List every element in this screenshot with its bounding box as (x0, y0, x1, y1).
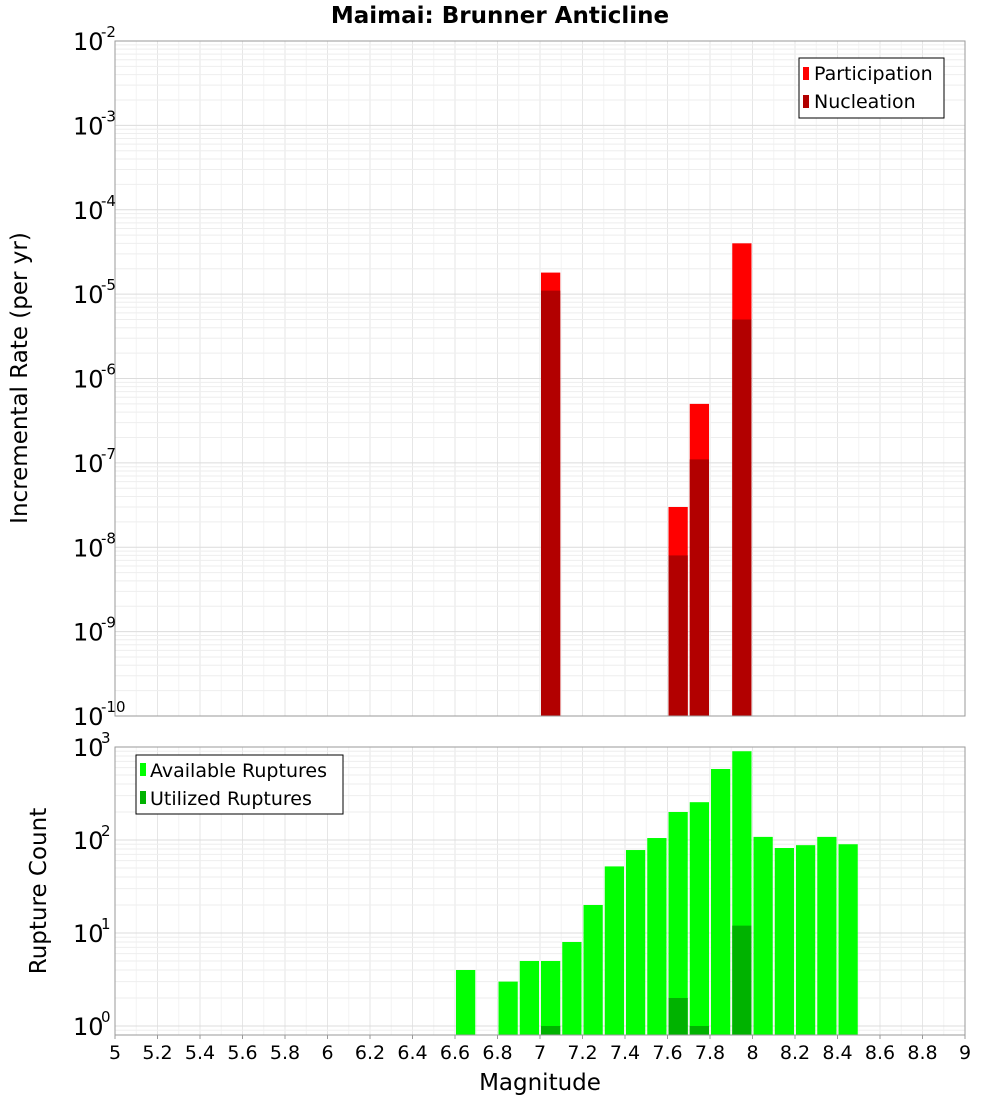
x-tick-label: 9 (959, 1042, 971, 1064)
x-tick-label: 5.6 (227, 1042, 257, 1064)
legend-swatch-nucleation (803, 95, 809, 108)
top-y-tick-base: 10 (73, 450, 104, 478)
x-tick-labels: 5 5.2 5.4 5.6 5.8 6 6.2 6.4 6.6 6.8 7 7.2 7.4 7.6 7.8 8… (109, 1035, 971, 1064)
available-ruptures-bar (562, 942, 582, 1035)
x-tick-label: 7 (534, 1042, 546, 1064)
x-tick-label: 6.4 (397, 1042, 427, 1064)
available-ruptures-bar (796, 845, 816, 1035)
bottom-y-tick-exponent: 3 (101, 729, 111, 747)
legend-label-participation: Participation (814, 63, 933, 85)
top-y-axis-label: Incremental Rate (per yr) (7, 232, 33, 524)
x-tick-label: 8.6 (865, 1042, 895, 1064)
x-tick-label: 7.6 (652, 1042, 682, 1064)
top-y-tick-base: 10 (73, 619, 104, 647)
bottom-y-tick-exponent: 1 (101, 915, 111, 933)
chart-title: Maimai: Brunner Anticline (331, 3, 669, 29)
top-y-tick-exponent: -8 (101, 529, 116, 547)
bottom-y-tick-base: 10 (73, 1013, 104, 1041)
available-ruptures-bar (626, 850, 646, 1035)
top-y-tick-base: 10 (73, 112, 104, 140)
top-y-tick-base: 10 (73, 197, 104, 225)
bottom-y-tick-exponent: 0 (101, 1008, 111, 1026)
x-tick-label: 5.8 (270, 1042, 300, 1064)
available-ruptures-bar (541, 960, 561, 1035)
bottom-legend: Available Ruptures Utilized Ruptures (135, 754, 344, 815)
top-plot-border (114, 40, 966, 717)
x-tick-label: 8.2 (780, 1042, 810, 1064)
x-tick-label: 6.6 (440, 1042, 470, 1064)
x-tick-label: 6.2 (355, 1042, 385, 1064)
x-tick-label: 8.8 (907, 1042, 937, 1064)
available-ruptures-bar (456, 969, 476, 1035)
x-tick-label: 5 (109, 1042, 121, 1064)
top-y-tick-base: 10 (73, 534, 104, 562)
top-y-tick-exponent: -4 (101, 192, 116, 210)
legend-swatch-participation (803, 67, 809, 80)
x-tick-label: 8 (746, 1042, 758, 1064)
utilized-ruptures-bar (541, 1025, 561, 1035)
x-tick-label: 8.4 (822, 1042, 852, 1064)
x-tick-label: 6 (321, 1042, 333, 1064)
top-y-tick-base: 10 (73, 281, 104, 309)
x-tick-label: 7.8 (695, 1042, 725, 1064)
utilized-ruptures-bar (732, 925, 752, 1035)
top-legend: Participation Nucleation (798, 57, 945, 119)
top-y-tick-exponent: -7 (101, 445, 116, 463)
x-axis-label: Magnitude (479, 1070, 601, 1096)
available-ruptures-bar (498, 981, 518, 1035)
top-y-tick-exponent: -5 (101, 276, 116, 294)
legend-swatch-available (140, 763, 146, 776)
bottom-y-tick-base: 10 (73, 827, 104, 855)
bottom-bars (456, 751, 858, 1035)
legend-label-available: Available Ruptures (150, 760, 327, 782)
x-tick-label: 5.4 (185, 1042, 215, 1064)
bottom-y-tick-base: 10 (73, 920, 104, 948)
top-y-tick-exponent: -9 (101, 614, 116, 632)
top-y-tick-exponent: -10 (101, 698, 126, 716)
nucleation-bar (541, 290, 561, 716)
available-ruptures-bar (774, 848, 794, 1035)
top-y-tick-base: 10 (73, 366, 104, 394)
available-ruptures-bar (604, 866, 624, 1035)
top-y-tick-base: 10 (73, 28, 104, 56)
available-ruptures-bar (519, 960, 539, 1035)
available-ruptures-bar (689, 802, 709, 1035)
utilized-ruptures-bar (668, 997, 688, 1035)
top-bars (541, 243, 752, 717)
nucleation-bar (732, 319, 752, 716)
nucleation-bar (689, 459, 709, 716)
x-tick-label: 5.2 (142, 1042, 172, 1064)
bottom-y-axis-label: Rupture Count (26, 808, 52, 974)
bottom-y-tick-exponent: 2 (101, 822, 111, 840)
bottom-y-tick-base: 10 (73, 734, 104, 762)
x-tick-label: 7.2 (567, 1042, 597, 1064)
available-ruptures-bar (668, 812, 688, 1035)
legend-label-utilized: Utilized Ruptures (150, 788, 312, 810)
top-gridlines (114, 41, 966, 717)
available-ruptures-bar (711, 769, 731, 1035)
top-y-tick-exponent: -3 (101, 107, 116, 125)
x-tick-label: 7.4 (610, 1042, 640, 1064)
legend-label-nucleation: Nucleation (814, 91, 916, 113)
available-ruptures-bar (838, 844, 858, 1035)
legend-swatch-utilized (140, 791, 146, 804)
available-ruptures-bar (583, 904, 603, 1035)
top-y-tick-base: 10 (73, 703, 104, 731)
available-ruptures-bar (753, 836, 773, 1035)
top-y-tick-exponent: -2 (101, 23, 116, 41)
available-ruptures-bar (817, 836, 837, 1035)
available-ruptures-bar (647, 838, 667, 1035)
utilized-ruptures-bar (689, 1025, 709, 1035)
nucleation-bar (668, 555, 688, 716)
top-y-tick-exponent: -6 (101, 361, 116, 379)
x-tick-label: 6.8 (482, 1042, 512, 1064)
